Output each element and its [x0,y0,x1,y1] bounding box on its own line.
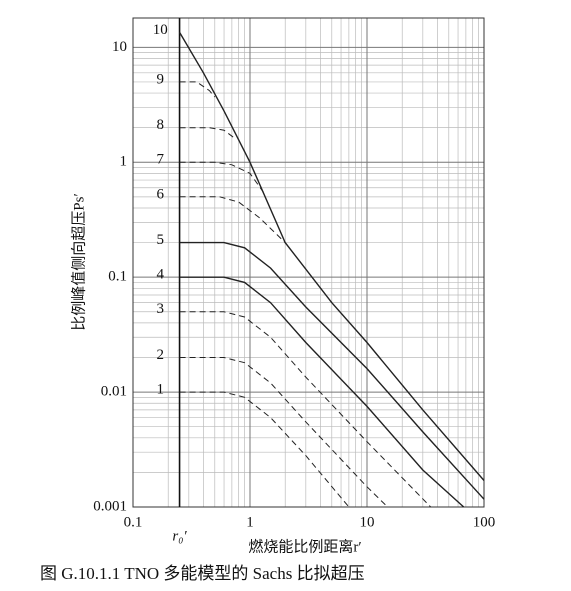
y-tick-label: 0.01 [101,384,127,400]
r0-label: r₀′ [172,528,187,544]
curve [179,391,350,508]
curve-label: 8 [157,117,165,133]
curve [179,241,485,500]
x-tick-label: 1 [246,514,254,530]
curve-label: 5 [157,232,165,248]
curve-label: 3 [157,301,165,317]
curve-label: 4 [157,267,165,283]
curve-label: 1 [157,382,165,398]
x-tick-label: 10 [360,514,375,530]
curve [178,32,485,481]
curve-label: 2 [157,347,165,363]
y-axis-title: 比例峰值侧向超压Ps′ [70,193,87,330]
y-tick-label: 0.1 [108,269,127,285]
x-axis-title: 燃烧能比例距离r′ [248,537,361,555]
x-tick-label: 0.1 [124,514,143,530]
curve-label: 10 [153,22,168,38]
curve-label: 6 [157,186,165,202]
curve [179,127,236,140]
curve [179,161,264,193]
x-tick-label: 100 [473,514,496,530]
plot-frame [132,17,485,508]
curve [179,311,432,508]
curve [179,81,216,98]
curve [179,357,388,508]
curve [179,276,465,508]
y-tick-label: 1 [120,154,128,170]
y-tick-label: 10 [112,39,127,55]
y-tick-label: 0.001 [93,498,127,514]
curve-label: 7 [157,152,165,168]
caption: 图 G.10.1.1 TNO 多能模型的 Sachs 比拟超压 [40,564,365,583]
curve [179,196,286,243]
curve-label: 9 [157,71,165,87]
